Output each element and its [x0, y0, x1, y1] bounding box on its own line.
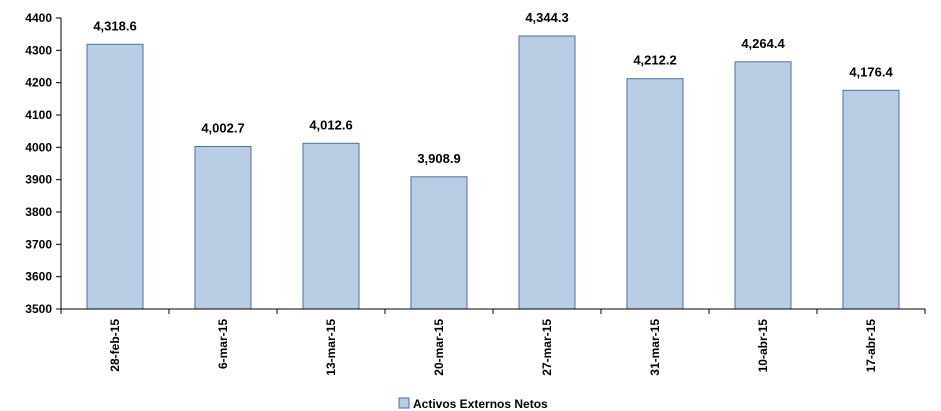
y-tick-label-4400: 4400 [25, 11, 52, 25]
x-tick-label-31-mar-15: 31-mar-15 [648, 319, 662, 376]
legend: Activos Externos Netos [398, 397, 548, 411]
data-labels-group: 4,318.6 4,002.7 4,012.6 3,908.9 4,344.3 4,212… [93, 10, 893, 166]
x-tick-label-17-abr-15: 17-abr-15 [864, 319, 878, 373]
bar-31-mar-15 [626, 78, 684, 310]
x-tick-label-6-mar-15: 6-mar-15 [216, 319, 230, 369]
y-tick-label-4100: 4100 [25, 108, 52, 122]
legend-label: Activos Externos Netos [413, 397, 548, 411]
axes-group [60, 18, 925, 310]
data-label-13-mar-15: 4,012.6 [309, 117, 352, 132]
bar-6-mar-15 [194, 146, 252, 310]
y-tick-label-3800: 3800 [25, 205, 52, 219]
legend-swatch [398, 397, 410, 409]
bar-28-feb-15 [86, 43, 144, 310]
data-label-31-mar-15: 4,212.2 [633, 53, 676, 68]
y-tick-label-3900: 3900 [25, 173, 52, 187]
bar-20-mar-15 [410, 176, 468, 310]
data-label-20-mar-15: 3,908.9 [417, 151, 460, 166]
y-axis-ticks: 3500 3600 3700 3800 3900 4000 4100 4200 4300 4400 [25, 11, 61, 316]
bar-13-mar-15 [302, 142, 360, 310]
x-tick-label-28-feb-15: 28-feb-15 [108, 319, 122, 372]
y-tick-label-4300: 4300 [25, 43, 52, 57]
x-tick-label-20-mar-15: 20-mar-15 [432, 319, 446, 376]
y-tick-label-3600: 3600 [25, 270, 52, 284]
y-tick-label-3500: 3500 [25, 302, 52, 316]
bar-10-abr-15 [734, 61, 792, 310]
y-tick-label-4000: 4000 [25, 140, 52, 154]
x-tick-label-13-mar-15: 13-mar-15 [324, 319, 338, 376]
data-label-27-mar-15: 4,344.3 [525, 10, 568, 25]
y-tick-label-3700: 3700 [25, 237, 52, 251]
bar-27-mar-15 [518, 35, 576, 310]
x-tick-label-27-mar-15: 27-mar-15 [540, 319, 554, 376]
bar-17-abr-15 [842, 89, 900, 310]
data-label-10-abr-15: 4,264.4 [741, 36, 785, 51]
data-label-28-feb-15: 4,318.6 [93, 18, 136, 33]
y-tick-label-4200: 4200 [25, 76, 52, 90]
x-axis-ticks: 28-feb-15 6-mar-15 13-mar-15 20-mar-15 27-ma… [60, 309, 926, 376]
data-label-6-mar-15: 4,002.7 [201, 121, 244, 136]
bars-group [86, 35, 900, 310]
data-label-17-abr-15: 4,176.4 [849, 64, 893, 79]
x-tick-label-10-abr-15: 10-abr-15 [756, 319, 770, 373]
